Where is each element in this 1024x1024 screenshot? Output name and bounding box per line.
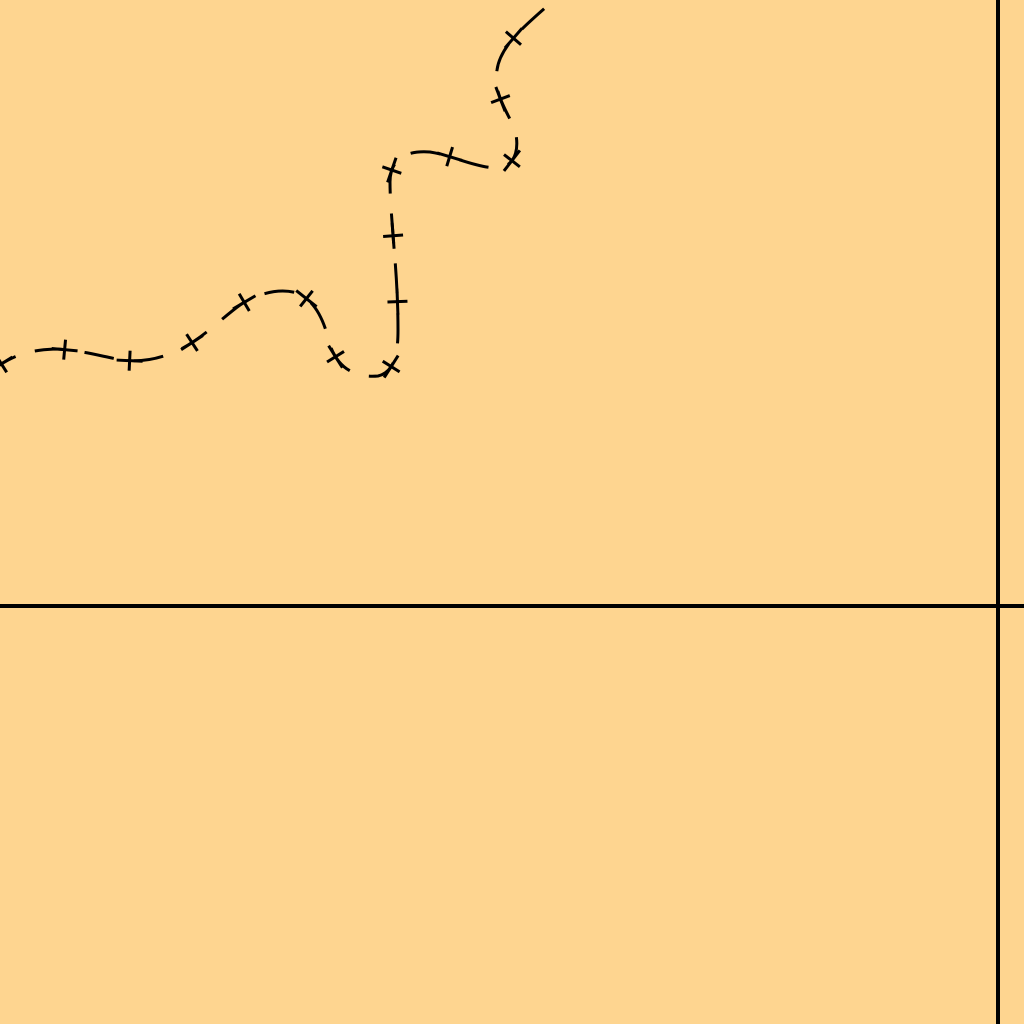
- boundary-tick-stroke: [51, 346, 78, 353]
- boundary-tick-stroke: [395, 288, 400, 315]
- boundary-tick-stroke: [232, 294, 257, 311]
- boundary-tick-stroke: [436, 151, 463, 162]
- boundary-tick-stroke: [382, 354, 400, 379]
- boundary-tick-stroke: [180, 334, 204, 351]
- boundary-tick-stroke: [494, 86, 507, 112]
- boundary-path: [0, 0, 557, 378]
- boundary-line: [0, 0, 557, 378]
- boundary-tick-stroke: [503, 27, 524, 49]
- boundary-tick-stroke: [327, 344, 344, 369]
- boundary-tick-stroke: [295, 289, 318, 308]
- boundary-tick-stroke: [0, 355, 14, 367]
- boundary-tick-stroke: [390, 222, 396, 249]
- boundary-tick-stroke: [116, 358, 143, 363]
- boundary-tick-stroke: [502, 149, 522, 172]
- boundary-ticks: [0, 27, 524, 379]
- boundary-tick-stroke: [386, 157, 398, 183]
